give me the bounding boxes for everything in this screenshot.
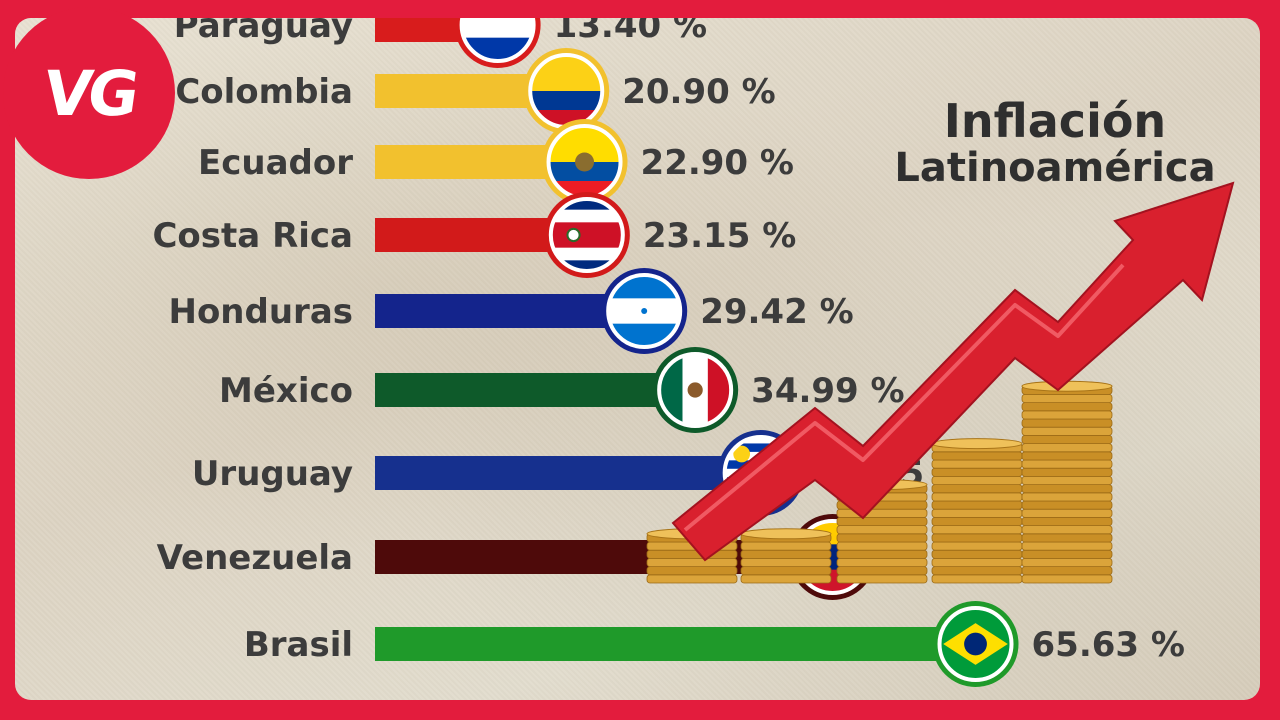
value-label: 23.15 % (643, 216, 796, 256)
rising-arrow-icon (671, 181, 1235, 562)
country-label: Honduras (168, 292, 353, 332)
channel-logo[interactable]: VG (3, 7, 175, 179)
bar-row-mexico: México 34.99 % (219, 347, 905, 433)
costa-rica-flag-icon (550, 199, 623, 271)
flag-border (937, 606, 1014, 682)
bar-chart: Paraguay 13.40 % Colombia 20.90 % Ecuador 22.… (152, 18, 1235, 687)
country-label: Uruguay (192, 454, 353, 494)
value-label: 29.42 % (700, 292, 853, 332)
bar (375, 456, 761, 490)
country-label: Brasil (244, 625, 353, 665)
bar-row-brasil: Brasil 65.63 % (244, 601, 1185, 687)
flag-border (606, 273, 683, 349)
coin-stack (740, 528, 832, 584)
value-label: 34.99 % (751, 371, 904, 411)
flag-border (459, 18, 536, 63)
country-label: Paraguay (174, 18, 353, 46)
country-label: Ecuador (198, 143, 353, 183)
bar-row-ecuador: Ecuador 22.90 % (198, 119, 794, 205)
value-label: 22.90 % (641, 143, 794, 183)
bar (375, 373, 696, 407)
country-label: Colombia (175, 72, 353, 112)
bar-row-costa-rica: Costa Rica 23.15 % (152, 192, 796, 278)
brazil-flag-icon (939, 608, 1012, 680)
country-label: Costa Rica (152, 216, 353, 256)
title-line-2: Latinoamérica (894, 145, 1216, 191)
bar-row-paraguay: Paraguay 13.40 % (174, 18, 707, 68)
chart-title: Inflación Latinoamérica (855, 96, 1255, 190)
coin-stack (1021, 380, 1113, 584)
bar-row-colombia: Colombia 20.90 % (175, 48, 776, 134)
flag-border (548, 197, 625, 273)
value-label: 65.63 % (1032, 625, 1185, 665)
bar (375, 627, 976, 661)
logo-text: VG (38, 56, 140, 130)
value-label: 20.90 % (622, 72, 775, 112)
flag-border (657, 352, 734, 428)
coin-stack (931, 438, 1023, 584)
value-label: 13.40 % (554, 18, 707, 46)
title-line-1: Inflación (943, 94, 1167, 148)
bar-row-honduras: Honduras 29.42 % (168, 268, 854, 354)
country-label: Venezuela (157, 538, 353, 578)
country-label: México (219, 371, 353, 411)
chart-panel: Paraguay 13.40 % Colombia 20.90 % Ecuador 22.… (15, 18, 1260, 700)
bar (375, 294, 645, 328)
